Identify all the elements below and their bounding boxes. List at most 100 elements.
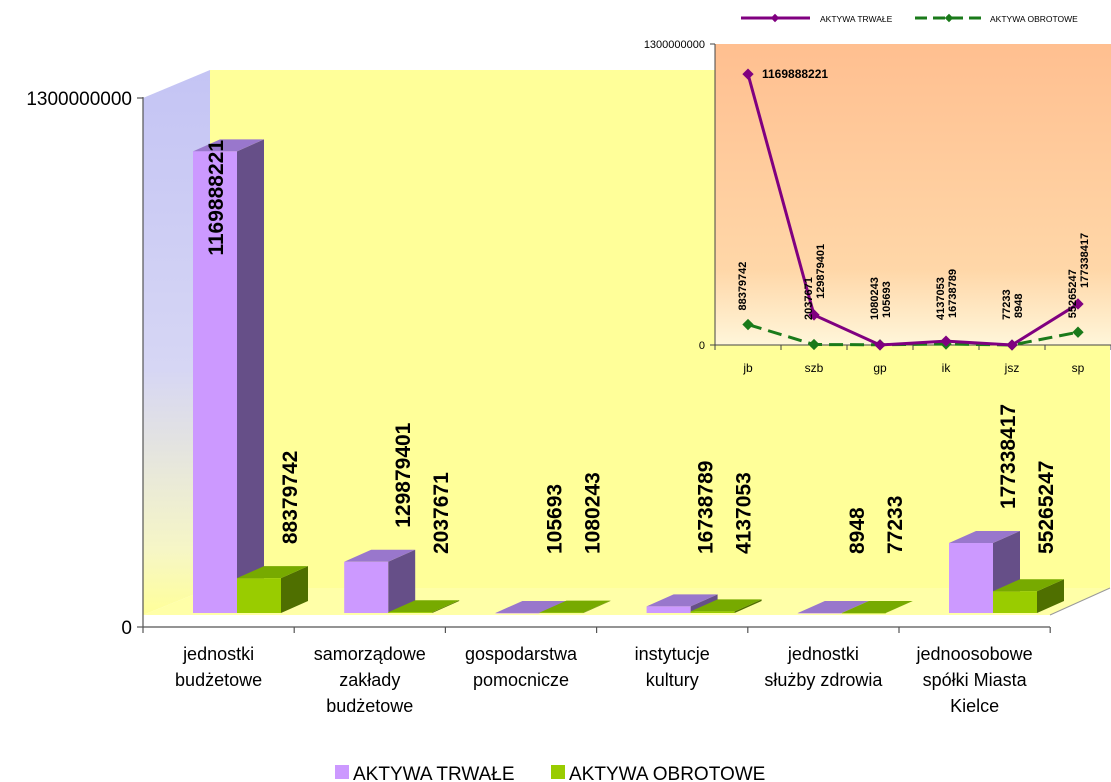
- inset-line-trwale: [746, 73, 1079, 347]
- legend: AKTYWA TRWAŁE AKTYWA OBROTOWE: [335, 764, 765, 782]
- inset-value-label: 1080243: [869, 277, 881, 320]
- inset-category-label: jsz: [1004, 361, 1020, 375]
- inset-point-trwale: [1006, 339, 1018, 351]
- inset-value-label: 88379742: [737, 262, 749, 311]
- bar-value-label: 55265247: [1035, 461, 1058, 554]
- bar-side: [1037, 579, 1064, 613]
- bar-value-label: 1080243: [581, 472, 604, 554]
- inset-value-label: 77233: [1001, 289, 1013, 320]
- bar-value-label: 2037671: [430, 472, 453, 554]
- inset-value-label: 8948: [1013, 294, 1025, 318]
- bar-value-label: 88379742: [279, 451, 302, 544]
- inset-y-tick-label-zero: 0: [699, 340, 705, 352]
- category-label: Kielce: [950, 696, 999, 716]
- inset-value-labels: 1169888221 129879401 105693 16738789 8948 177…: [737, 67, 1091, 320]
- bar-side: [432, 600, 460, 613]
- bar-side: [237, 139, 264, 613]
- bar: [193, 151, 237, 613]
- category-label: instytucje: [635, 644, 710, 664]
- inset-point-trwale: [940, 335, 952, 347]
- inset-value-label: 105693: [881, 281, 893, 318]
- inset-legend-item-trwale: AKTYWA TRWAŁE: [741, 13, 893, 24]
- category-labels: jednostki budżetowe samorządowe zakłady budż…: [175, 644, 1033, 716]
- category-label: samorządowe: [314, 644, 426, 664]
- floor-edge: [1049, 587, 1111, 616]
- bar-top: [193, 139, 264, 152]
- inset-point-obrotowe: [808, 338, 820, 351]
- bar-value-label: 129879401: [392, 422, 415, 527]
- inset-point-trwale: [808, 309, 820, 321]
- inset-point-obrotowe: [1072, 326, 1084, 338]
- inset-line-obrotowe: [747, 323, 1079, 347]
- inset-value-label: 55265247: [1067, 269, 1079, 318]
- legend-swatch-trwale: [335, 765, 349, 779]
- inset-value-label: 4137053: [935, 277, 947, 320]
- inset-category-label: ik: [942, 361, 952, 375]
- bar-top: [993, 579, 1064, 592]
- category-label: budżetowe: [326, 696, 413, 716]
- inset-legend-label-obrotowe: AKTYWA OBROTOWE: [990, 14, 1078, 24]
- category-label: budżetowe: [175, 670, 262, 690]
- inset-category-label: gp: [873, 361, 887, 375]
- bar: [797, 612, 842, 614]
- bar: [237, 578, 281, 613]
- bar-top: [797, 600, 869, 613]
- bar: [993, 591, 1037, 613]
- inset-category-label: sp: [1072, 361, 1085, 375]
- category-label: jednostki: [182, 644, 254, 664]
- inset-line-chart: 1300000000 0 1169888221 129879401 105693 16…: [644, 13, 1111, 375]
- bar: [344, 561, 389, 613]
- bar: [646, 606, 691, 613]
- legend-label-obrotowe: AKTYWA OBROTOWE: [569, 764, 765, 782]
- inset-y-tick-label-max: 1300000000: [644, 39, 705, 51]
- bar-top: [841, 600, 913, 613]
- bar-top: [539, 600, 611, 613]
- bar: [949, 543, 993, 613]
- bar-value-label: 177338417: [997, 404, 1020, 509]
- bar-side: [734, 599, 762, 613]
- bar-value-label: 16738789: [695, 461, 718, 554]
- inset-value-label: 2037671: [803, 277, 815, 320]
- x-ticks: [142, 627, 1051, 633]
- bar-top: [495, 600, 567, 613]
- legend-swatch-obrotowe: [551, 765, 565, 779]
- bar-top: [388, 600, 460, 613]
- inset-category-label: szb: [805, 361, 824, 375]
- inset-category-label: jb: [742, 361, 753, 375]
- bar-side: [885, 600, 913, 613]
- bar: [690, 611, 735, 613]
- inset-value-label: 16738789: [947, 269, 959, 318]
- bar-value-label: 105693: [543, 484, 566, 554]
- inset-x-ticks: [714, 345, 1111, 350]
- inset-legend-marker-trwale: [770, 13, 780, 23]
- bar-top: [237, 566, 308, 579]
- bar-value-label: 77233: [884, 496, 907, 554]
- bar-top: [344, 549, 416, 562]
- y-tick-label-zero: 0: [121, 618, 132, 639]
- inset-point-trwale: [874, 339, 886, 351]
- inset-point-obrotowe: [742, 318, 754, 331]
- bar-side: [690, 594, 718, 613]
- bar: [495, 612, 540, 614]
- bar-side: [388, 549, 416, 613]
- inset-value-label: 177338417: [1079, 233, 1091, 288]
- category-label: spółki Miasta: [923, 670, 1028, 690]
- category-label: zakłady: [339, 670, 400, 690]
- bar: [539, 612, 584, 614]
- bars: [193, 139, 1064, 614]
- bar-top: [646, 594, 718, 607]
- inset-legend: AKTYWA TRWAŁE AKTYWA OBROTOWE: [741, 13, 1078, 24]
- bar: [388, 612, 433, 613]
- bar-top: [949, 531, 1020, 544]
- inset-plot-area: [715, 44, 1111, 345]
- category-label: jednoosobowe: [916, 644, 1033, 664]
- category-label: kultury: [646, 670, 699, 690]
- inset-value-label: 129879401: [815, 244, 827, 299]
- y-tick-label-max: 1300000000: [26, 89, 132, 110]
- bar-side: [281, 566, 308, 613]
- inset-value-label: 1169888221: [762, 67, 828, 81]
- bar-top: [690, 599, 762, 612]
- inset-point-trwale: [1072, 298, 1084, 310]
